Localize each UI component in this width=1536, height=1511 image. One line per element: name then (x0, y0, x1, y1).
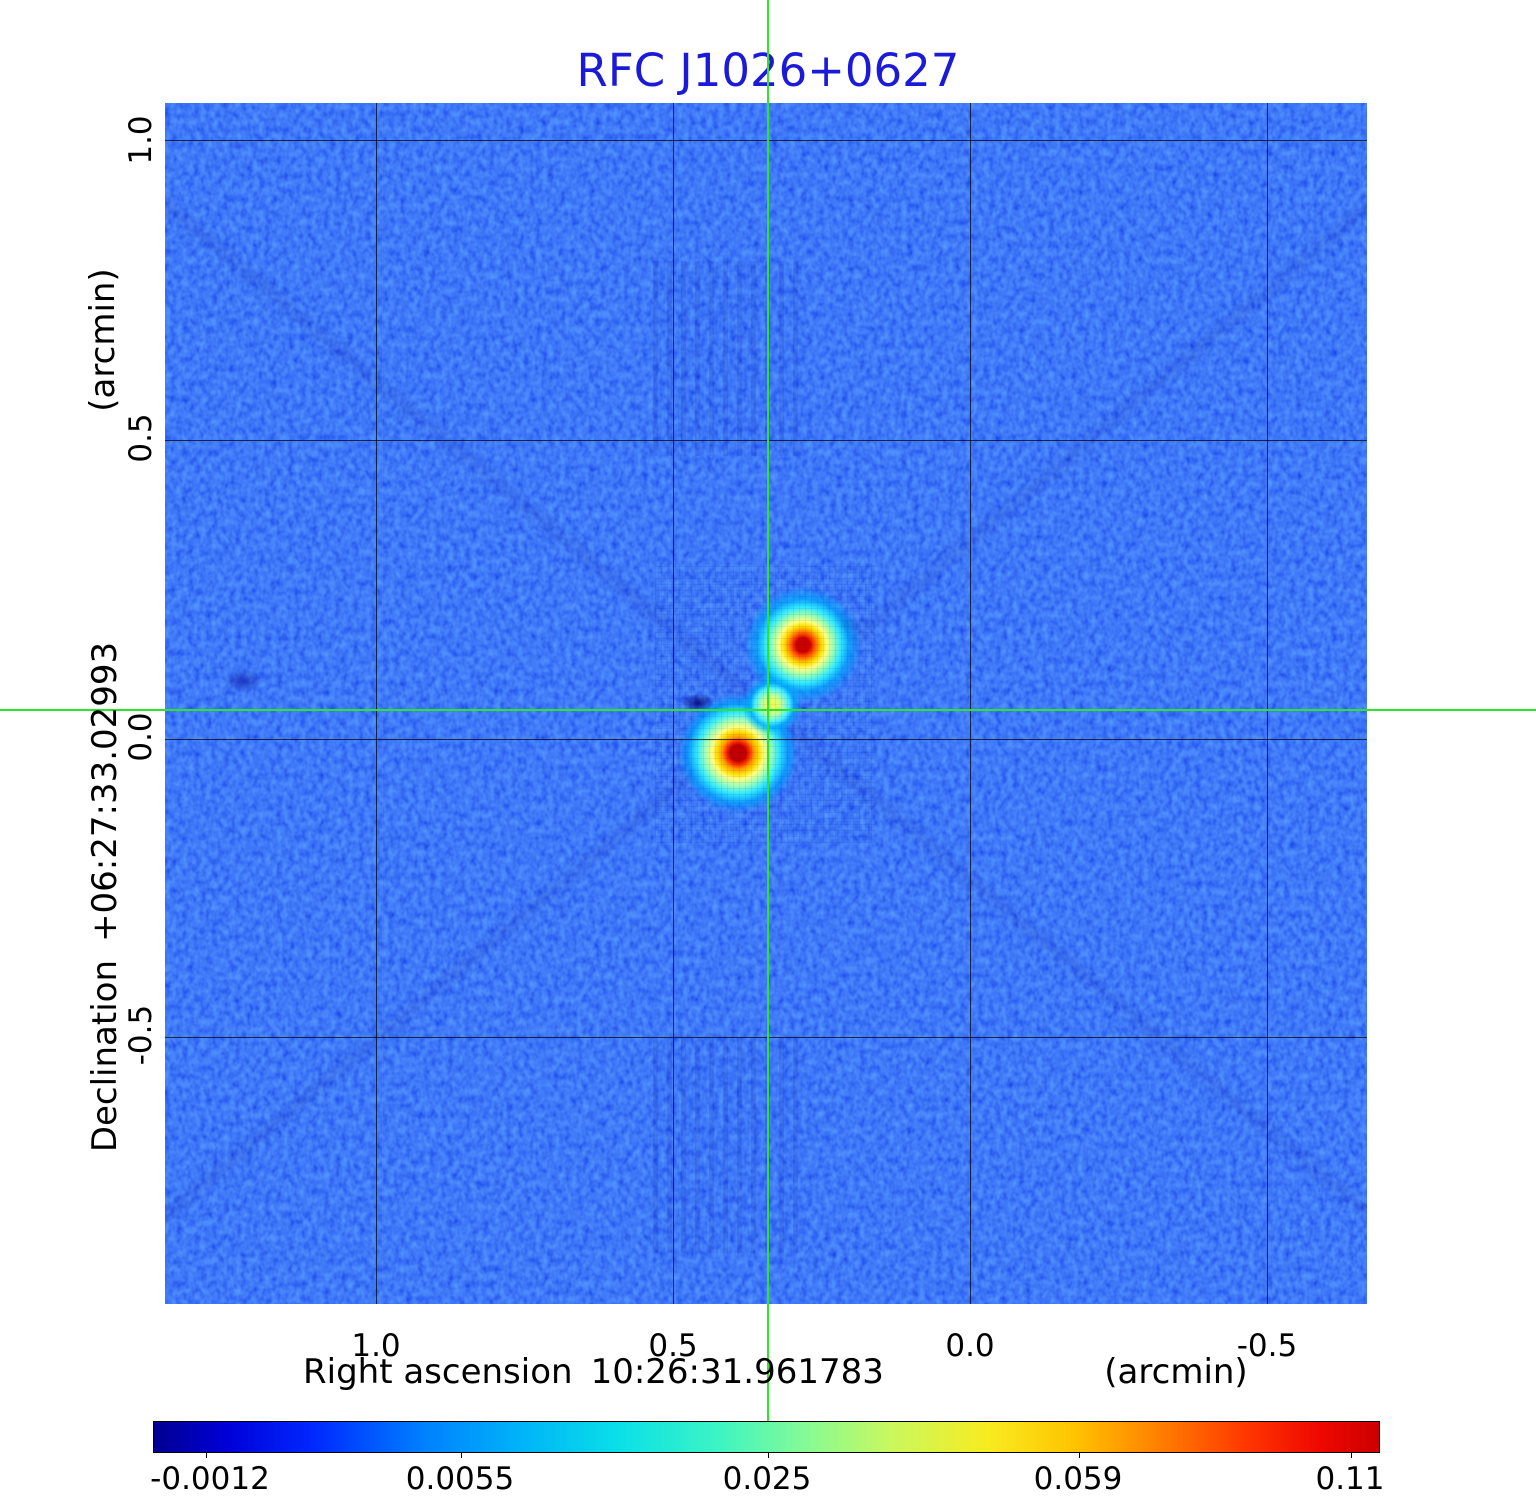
colorbar-tick-label: 0.11 (1315, 1461, 1385, 1497)
colorbar-tick (1351, 1452, 1352, 1458)
y-axis-unit: (arcmin) (83, 268, 123, 412)
colorbar-tick (461, 1452, 462, 1458)
grid-line-ra-0.0 (970, 103, 971, 1304)
x-axis-title: Right ascension 10:26:31.961783 (303, 1352, 884, 1392)
y-axis-coordinate: +06:27:33.02993 (85, 641, 125, 942)
x-tick-label: 0.5 (648, 1328, 698, 1364)
grid-line-ra-0.5 (673, 103, 674, 1304)
y-tick-label: 1.0 (123, 115, 159, 165)
x-tick-label: 0.0 (945, 1328, 995, 1364)
pixel-grid-overlay (655, 563, 875, 843)
x-axis-coordinate: 10:26:31.961783 (590, 1352, 884, 1392)
crosshair-horizontal-line (0, 709, 1536, 711)
x-axis-unit: (arcmin) (1104, 1352, 1248, 1392)
x-tick-label: -0.5 (1236, 1328, 1298, 1364)
x-tick-label: 1.0 (351, 1328, 401, 1364)
colorbar-tick-label: 0.0055 (405, 1461, 515, 1497)
y-axis-name: Declination (85, 959, 125, 1153)
colorbar-tick-label: 0.059 (1033, 1461, 1123, 1497)
y-tick-label: 0.5 (123, 413, 159, 463)
x-axis-name: Right ascension (303, 1352, 573, 1392)
grid-line-ra-1.0 (376, 103, 377, 1304)
grid-line-dec-0.5 (165, 440, 1367, 441)
radio-map-image (165, 103, 1367, 1304)
dark-noise-patch (223, 669, 263, 693)
y-axis-title: Declination +06:27:33.02993 (85, 642, 125, 1152)
colorbar-tick (1079, 1452, 1080, 1458)
artifact-stripes-top (653, 261, 803, 456)
colorbar-tick-label: 0.025 (722, 1461, 812, 1497)
colorbar-tick-label: -0.0012 (150, 1461, 270, 1497)
grid-line-dec-0.0 (165, 739, 1367, 740)
grid-line-dec-1.0 (165, 140, 1367, 141)
colorbar (153, 1421, 1380, 1458)
y-tick-label: 0.0 (123, 712, 159, 762)
colorbar-tick (768, 1452, 769, 1458)
colorbar-tick (206, 1452, 207, 1458)
source-blob-core (742, 675, 802, 735)
y-tick-label: -0.5 (123, 1004, 159, 1066)
grid-line-dec--0.5 (165, 1037, 1367, 1038)
grid-line-ra--0.5 (1267, 103, 1268, 1304)
artifact-stripes-bottom (653, 1038, 803, 1253)
